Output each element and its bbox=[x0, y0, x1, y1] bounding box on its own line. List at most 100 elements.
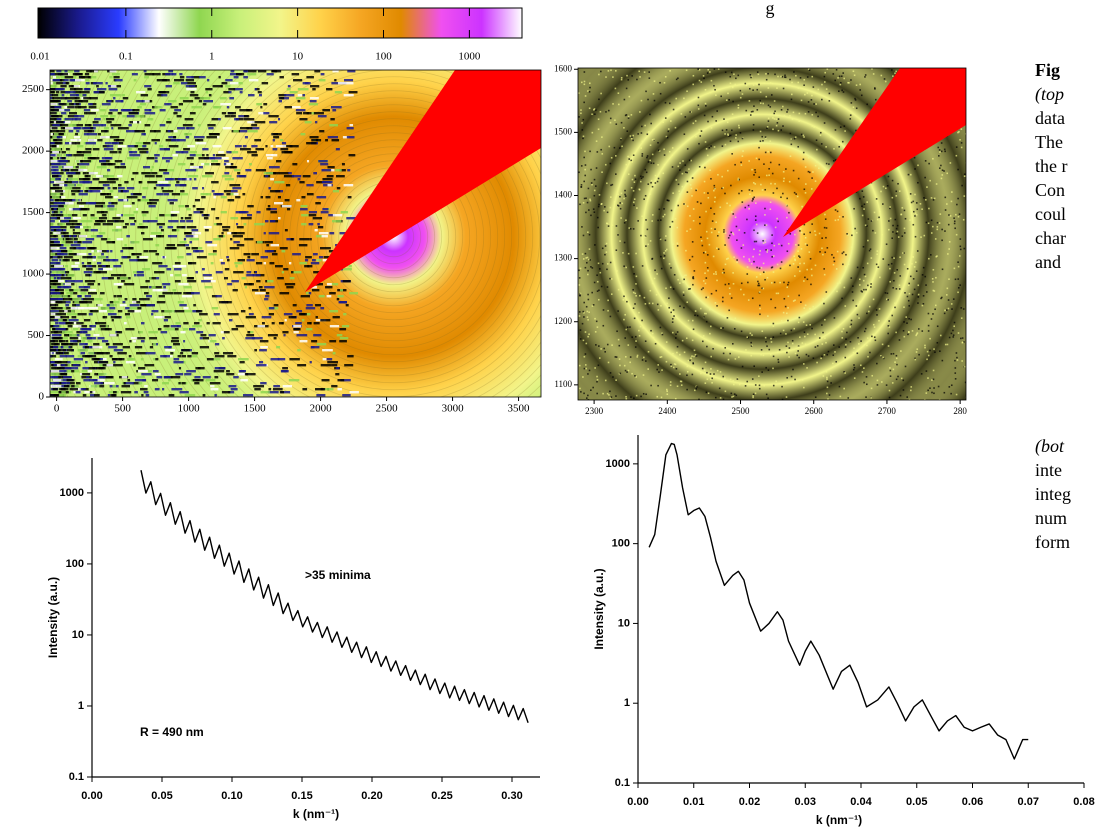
noise bbox=[225, 268, 230, 270]
speckle bbox=[775, 227, 777, 229]
speckle bbox=[879, 277, 881, 279]
noise bbox=[66, 241, 73, 243]
noise bbox=[332, 220, 342, 222]
noise bbox=[187, 226, 197, 228]
speckle bbox=[776, 293, 778, 295]
speckle bbox=[808, 111, 810, 113]
speckle bbox=[658, 371, 660, 373]
speckle bbox=[844, 287, 846, 289]
noise bbox=[178, 382, 180, 384]
speckle bbox=[666, 303, 668, 305]
noise bbox=[94, 352, 103, 354]
speckle bbox=[647, 244, 649, 246]
noise bbox=[58, 319, 63, 321]
speckle bbox=[623, 295, 625, 297]
noise bbox=[81, 220, 84, 222]
speckle bbox=[608, 146, 610, 148]
speckle bbox=[667, 137, 669, 139]
noise bbox=[79, 343, 87, 345]
speckle bbox=[899, 256, 901, 258]
speckle bbox=[663, 348, 665, 350]
speckle bbox=[718, 68, 720, 70]
noise bbox=[113, 343, 123, 345]
speckle bbox=[806, 324, 808, 326]
speckle bbox=[656, 294, 658, 296]
noise bbox=[115, 79, 123, 81]
speckle bbox=[610, 262, 612, 264]
speckle bbox=[889, 367, 891, 369]
speckle bbox=[591, 113, 593, 115]
noise bbox=[97, 304, 102, 306]
noise bbox=[60, 349, 67, 351]
speckle bbox=[926, 370, 928, 372]
speckle bbox=[644, 169, 646, 171]
speckle bbox=[844, 125, 846, 127]
noise bbox=[194, 178, 196, 180]
speckle bbox=[854, 367, 856, 369]
speckle bbox=[835, 220, 837, 222]
noise bbox=[183, 100, 193, 102]
noise bbox=[178, 205, 184, 207]
noise bbox=[67, 100, 72, 102]
noise bbox=[104, 148, 114, 150]
noise bbox=[232, 187, 241, 189]
speckle bbox=[876, 309, 878, 311]
noise bbox=[209, 133, 219, 135]
noise bbox=[279, 322, 284, 324]
speckle bbox=[616, 270, 618, 272]
speckle bbox=[943, 170, 945, 172]
speckle bbox=[793, 71, 795, 73]
speckle bbox=[625, 356, 627, 358]
speckle bbox=[633, 292, 635, 294]
speckle bbox=[746, 273, 748, 275]
noise bbox=[86, 376, 89, 378]
noise bbox=[267, 280, 273, 282]
noise bbox=[101, 130, 109, 132]
noise bbox=[205, 229, 209, 231]
noise bbox=[155, 244, 159, 246]
noise bbox=[130, 304, 140, 306]
noise bbox=[173, 112, 177, 114]
speckle bbox=[731, 211, 733, 213]
speckle bbox=[755, 393, 757, 395]
noise bbox=[186, 127, 195, 129]
speckle bbox=[808, 101, 810, 103]
noise bbox=[261, 196, 263, 198]
noise bbox=[303, 82, 309, 84]
speckle bbox=[683, 276, 685, 278]
speckle bbox=[870, 397, 872, 399]
noise bbox=[226, 256, 229, 258]
speckle bbox=[877, 219, 879, 221]
noise bbox=[166, 268, 171, 270]
noise bbox=[204, 217, 209, 219]
speckle bbox=[773, 356, 775, 358]
noise bbox=[244, 253, 251, 255]
speckle bbox=[698, 97, 700, 99]
speckle bbox=[931, 219, 933, 221]
speckle bbox=[800, 228, 802, 230]
noise bbox=[349, 91, 358, 93]
speckle bbox=[701, 130, 703, 132]
noise bbox=[88, 130, 92, 132]
speckle bbox=[776, 119, 778, 121]
noise bbox=[53, 82, 56, 84]
noise bbox=[206, 193, 212, 195]
speckle bbox=[782, 125, 784, 127]
noise bbox=[207, 79, 209, 81]
noise bbox=[139, 331, 143, 333]
noise bbox=[74, 238, 78, 240]
speckle bbox=[686, 374, 688, 376]
speckle bbox=[582, 376, 584, 378]
noise bbox=[89, 229, 91, 231]
noise bbox=[74, 136, 80, 138]
speckle bbox=[940, 335, 942, 337]
noise bbox=[83, 94, 87, 96]
speckle bbox=[706, 277, 708, 279]
noise bbox=[211, 157, 221, 159]
noise bbox=[329, 340, 336, 342]
speckle bbox=[716, 280, 718, 282]
y-tick-label: 1000 bbox=[60, 487, 84, 499]
y-axis-label: Intensity (a.u.) bbox=[46, 577, 60, 658]
noise bbox=[74, 280, 83, 282]
speckle bbox=[601, 171, 603, 173]
